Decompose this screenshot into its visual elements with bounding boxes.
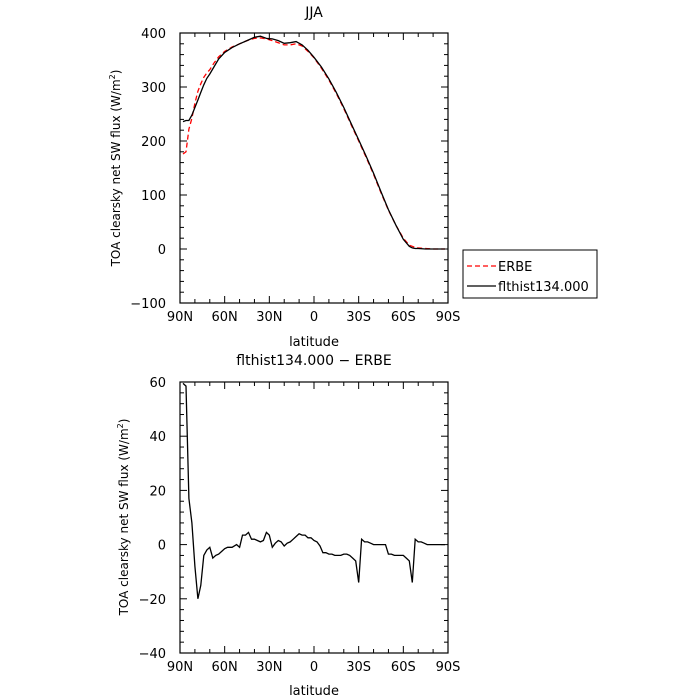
top-y-axis-label-sup: 2 — [108, 74, 117, 79]
bottom-x-tick-label: 30N — [256, 660, 282, 675]
top-y-tick-label: 100 — [141, 189, 166, 204]
bottom-chart-title: flthist134.000 − ERBE — [236, 353, 391, 369]
legend: ERBE flthist134.000 — [462, 249, 598, 299]
bottom-x-tick-label: 90N — [167, 660, 193, 675]
top-plot-frame — [179, 32, 449, 304]
bottom-y-axis-label: TOA clearsky net SW flux (W/m2) — [116, 419, 131, 617]
bottom-y-tick-label: −20 — [139, 593, 166, 608]
legend-model-label: flthist134.000 — [498, 280, 589, 295]
bottom-plot-area — [182, 382, 445, 599]
top-x-tick-label: 60S — [391, 310, 416, 325]
bottom-y-axis-label-tail: ) — [117, 419, 131, 424]
top-x-tick-label: 30S — [346, 310, 371, 325]
bottom-x-tick-label: 0 — [310, 660, 318, 675]
bottom-x-tick-label: 60S — [391, 660, 416, 675]
top-chart: JJA 90N 60N 30N 0 30S 60S 90S −100 0 100 200 300 400… — [108, 5, 598, 350]
top-y-tick-label: −100 — [130, 297, 166, 312]
top-x-tick-label: 0 — [310, 310, 318, 325]
top-x-tick-label: 60N — [212, 310, 238, 325]
top-y-tick-label: 300 — [141, 81, 166, 96]
top-y-axis-label: TOA clearsky net SW flux (W/m2) — [108, 70, 123, 268]
top-x-tick-label: 90N — [167, 310, 193, 325]
bottom-x-axis-label: latitude — [289, 684, 339, 699]
bottom-y-tick-label: 60 — [149, 376, 166, 391]
top-series-erbe-line — [182, 37, 445, 250]
bottom-y-tick-label: 0 — [158, 539, 166, 554]
top-x-tick-label: 30N — [256, 310, 282, 325]
legend-box — [462, 249, 598, 299]
bottom-x-tick-label: 90S — [436, 660, 461, 675]
bottom-x-tick-label: 30S — [346, 660, 371, 675]
bottom-axis-ticks: 90N 60N 30N 0 30S 60S 90S −40 −20 0 20 40 60 — [139, 376, 461, 675]
top-y-tick-label: 400 — [141, 27, 166, 42]
top-y-axis-label-tail: ) — [109, 70, 123, 75]
top-x-axis-label: latitude — [289, 335, 339, 350]
top-y-axis-label-main: TOA clearsky net SW flux (W/m — [109, 79, 123, 267]
top-plot-area — [182, 35, 445, 250]
bottom-y-axis-label-main: TOA clearsky net SW flux (W/m — [117, 428, 131, 616]
top-series-flthist134-000-line — [182, 35, 445, 250]
bottom-series-difference-line — [182, 382, 445, 599]
top-chart-title: JJA — [304, 5, 323, 21]
top-axis-ticks: 90N 60N 30N 0 30S 60S 90S −100 0 100 200 300 400 — [130, 27, 460, 325]
top-x-tick-label: 90S — [436, 310, 461, 325]
bottom-x-tick-label: 60N — [212, 660, 238, 675]
bottom-plot-frame — [179, 381, 449, 654]
bottom-chart: flthist134.000 − ERBE 90N 60N 30N 0 30S 60S 90… — [116, 353, 460, 699]
legend-erbe-label: ERBE — [498, 260, 532, 275]
top-y-tick-label: 0 — [158, 243, 166, 258]
top-y-tick-label: 200 — [141, 135, 166, 150]
bottom-y-tick-label: 20 — [149, 484, 166, 499]
bottom-y-tick-label: −40 — [139, 647, 166, 662]
bottom-y-tick-label: 40 — [149, 430, 166, 445]
bottom-y-axis-label-sup: 2 — [116, 423, 125, 428]
